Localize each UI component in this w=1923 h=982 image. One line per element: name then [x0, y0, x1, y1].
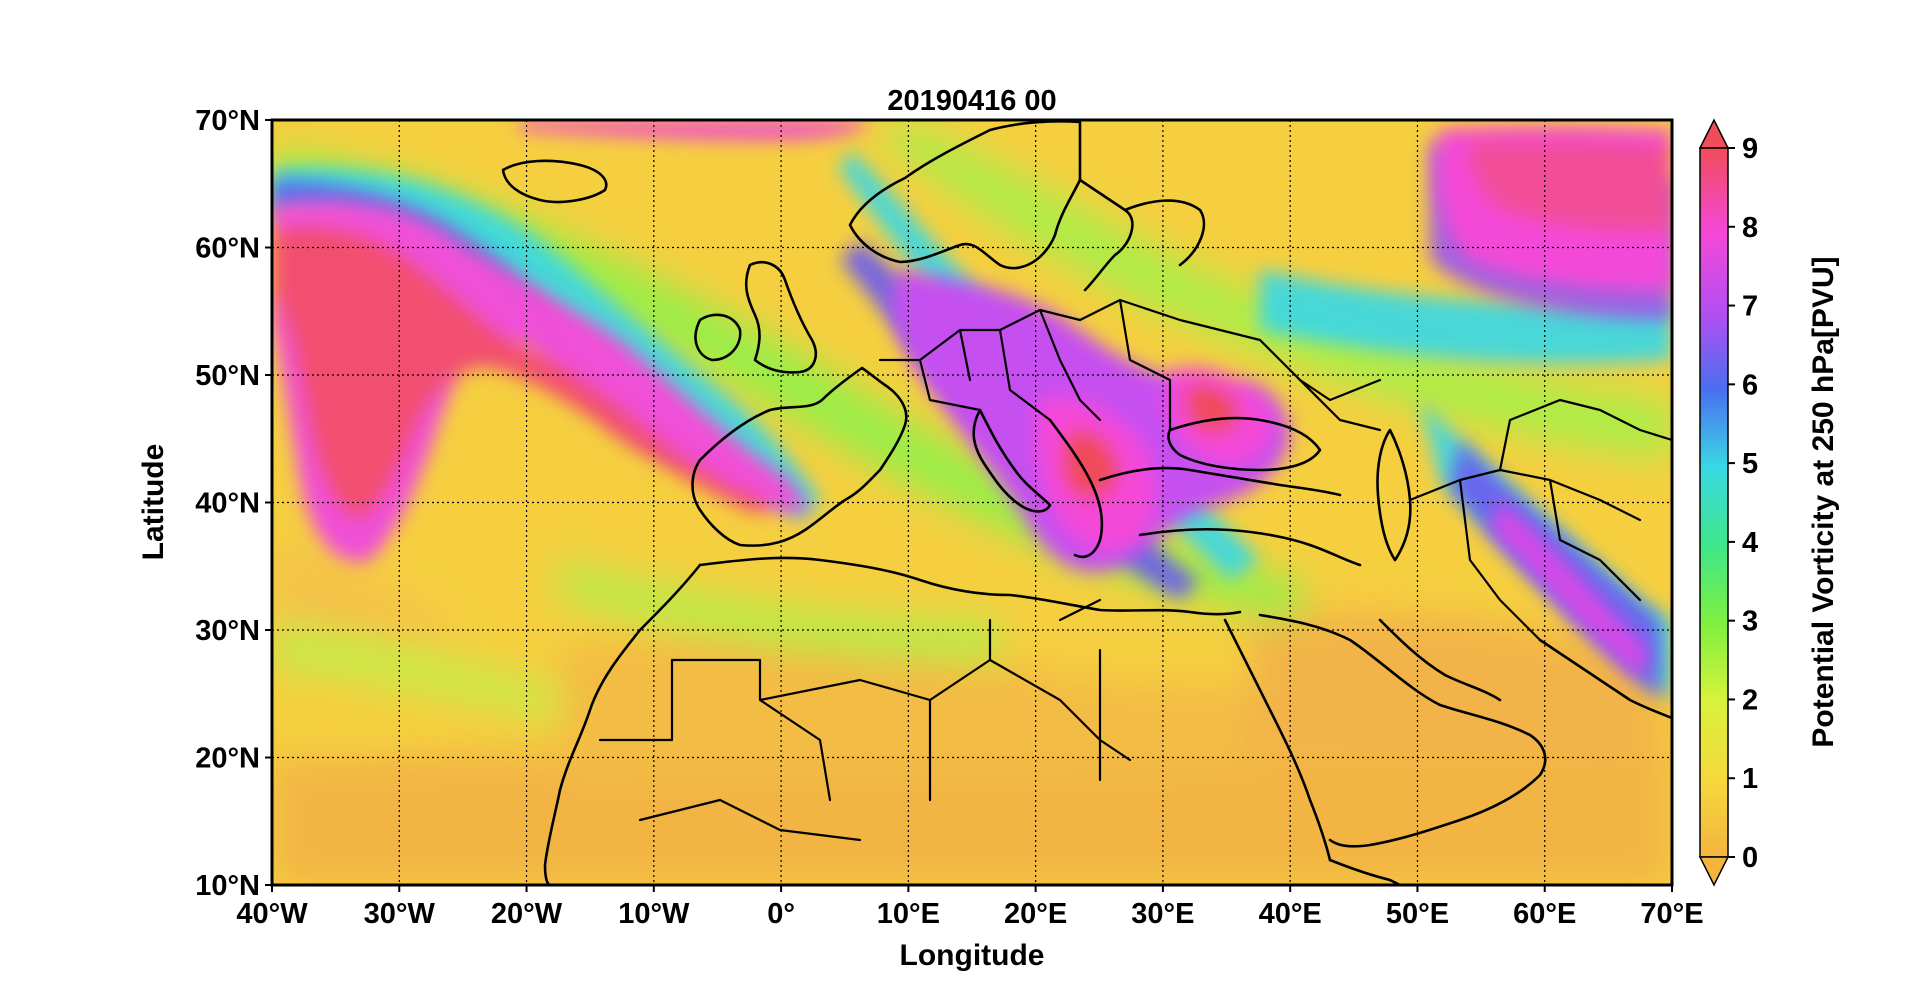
- black-sea-coast: [1167, 416, 1322, 472]
- x-tick-label: 30°E: [1131, 898, 1194, 930]
- y-tick-label: 60°N: [195, 233, 260, 265]
- ireland-coast: [694, 313, 742, 362]
- y-tick-label: 10°N: [195, 870, 260, 902]
- colorbar-tick-label: 3: [1742, 606, 1758, 638]
- great-britain-coast: [744, 260, 817, 374]
- caspian-sea-coast: [1376, 428, 1412, 562]
- colorbar-tick-label: 2: [1742, 684, 1758, 716]
- colorbar-tick-label: 9: [1742, 133, 1758, 165]
- y-tick-label: 30°N: [195, 615, 260, 647]
- colorbar-tick-label: 5: [1742, 448, 1758, 480]
- colorbar-tick-label: 6: [1742, 369, 1758, 401]
- x-tick-label: 50°E: [1386, 898, 1449, 930]
- x-axis-ticks: 40°W 30°W 20°W 10°W 0° 10°E 20°E 30°E 40°E 50°E 60…: [236, 885, 1704, 930]
- balkans-coast: [1048, 418, 1342, 559]
- south-asia-coast: [1538, 638, 1672, 720]
- europe-borders: [878, 298, 1382, 432]
- y-axis-ticks: 10°N 20°N 30°N 40°N 50°N 60°N 70°N: [195, 105, 272, 902]
- x-tick-label: 30°W: [364, 898, 436, 930]
- scandinavia-coast: [848, 120, 1082, 270]
- x-tick-label: 20°E: [1004, 898, 1067, 930]
- colorbar-gradient: [1699, 147, 1729, 858]
- colorbar-tick-label: 0: [1742, 842, 1758, 874]
- grid-lines: [272, 120, 1672, 885]
- colorbar-max-extend-arrow: [1698, 118, 1730, 149]
- x-tick-label: 10°E: [877, 898, 940, 930]
- western-europe-coast: [691, 366, 908, 547]
- asia-borders: [1298, 378, 1672, 642]
- colorbar-tick-label: 7: [1742, 291, 1758, 323]
- high-pv-cores: [272, 120, 1672, 680]
- y-tick-label: 50°N: [195, 360, 260, 392]
- colorbar: 0 1 2 3 4 5 6 7 8 9 Potential Vorticity at 250 hP…: [1698, 118, 1840, 887]
- sweden-finland-coast: [1078, 178, 1206, 292]
- x-tick-label: 20°W: [491, 898, 563, 930]
- italy-coast: [972, 408, 1052, 513]
- colorbar-tick-label: 4: [1742, 527, 1758, 559]
- colorbar-tick-label: 1: [1742, 763, 1758, 795]
- x-tick-label: 40°W: [236, 898, 308, 930]
- x-tick-label: 10°W: [618, 898, 690, 930]
- turkey-coast: [1138, 527, 1362, 567]
- iceland-coast: [501, 159, 608, 204]
- colorbar-ticks: 0 1 2 3 4 5 6 7 8 9: [1728, 133, 1758, 874]
- arabia-coast: [1258, 613, 1547, 848]
- horn-of-africa-coast: [1328, 858, 1402, 885]
- y-tick-label: 70°N: [195, 105, 260, 137]
- y-axis-label: Latitude: [137, 444, 170, 561]
- map-panel: [272, 120, 1672, 885]
- north-africa-coast: [698, 556, 1242, 616]
- coastlines-and-borders: [501, 120, 1672, 885]
- y-tick-label: 20°N: [195, 743, 260, 775]
- x-tick-label: 70°E: [1640, 898, 1703, 930]
- x-tick-label: 40°E: [1259, 898, 1322, 930]
- low-pv-regions: [272, 540, 1672, 885]
- map-title: 20190416 00: [887, 85, 1056, 117]
- red-sea-coast: [1223, 618, 1332, 862]
- northwest-africa-coast: [543, 563, 702, 885]
- x-tick-label: 60°E: [1513, 898, 1576, 930]
- persian-gulf-coast: [1378, 618, 1502, 702]
- colorbar-min-extend-arrow: [1698, 856, 1730, 887]
- y-tick-label: 40°N: [195, 488, 260, 520]
- colorbar-label: Potential Vorticity at 250 hPa[PVU]: [1807, 256, 1840, 747]
- africa-borders: [598, 598, 1132, 842]
- x-tick-label: 0°: [767, 898, 795, 930]
- colorbar-tick-label: 8: [1742, 212, 1758, 244]
- x-axis-label: Longitude: [900, 939, 1045, 972]
